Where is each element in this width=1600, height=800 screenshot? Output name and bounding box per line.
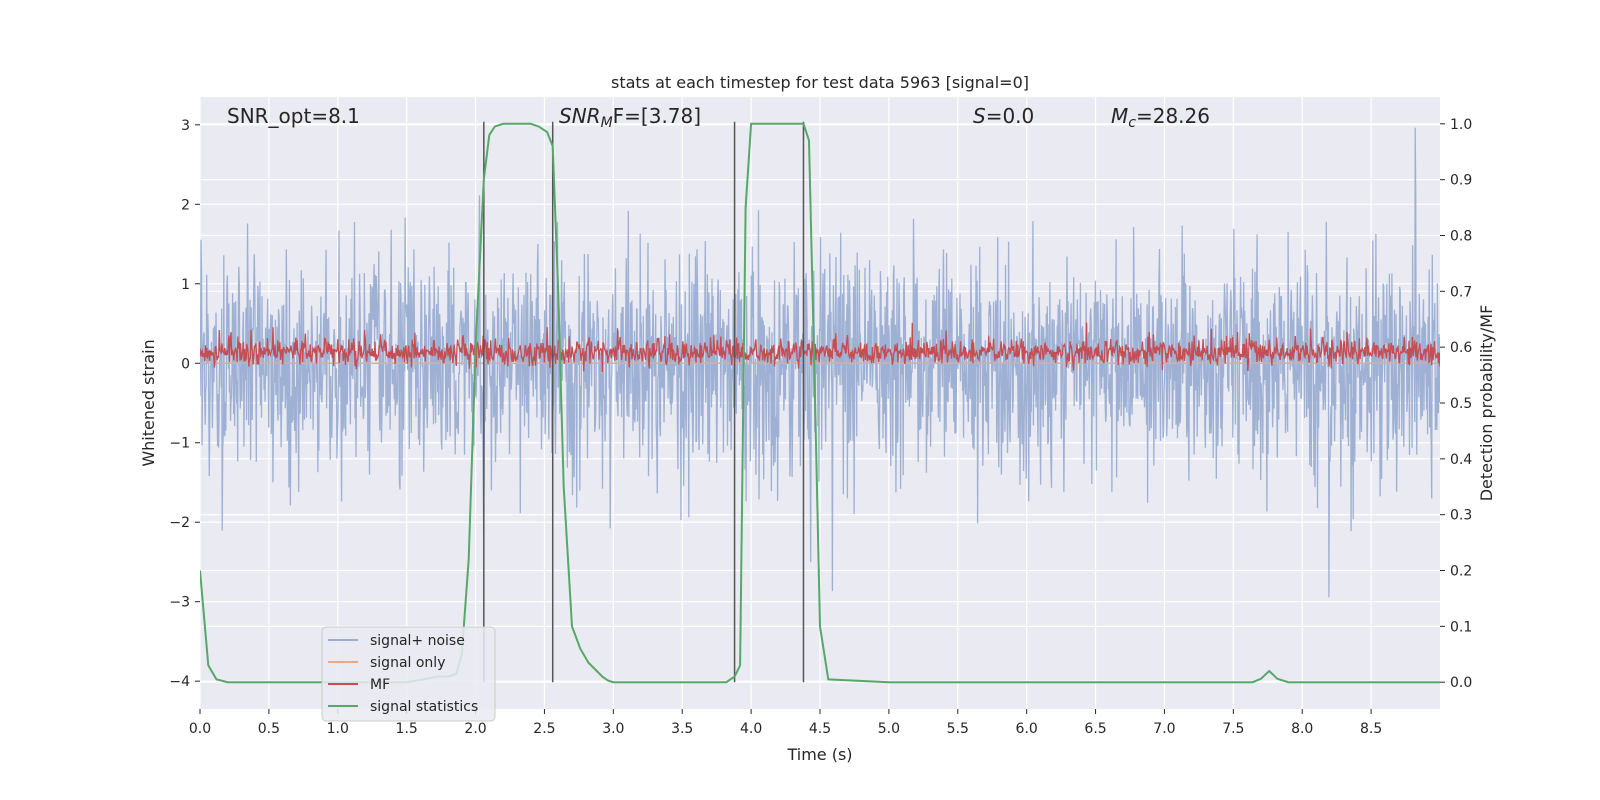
y2-tick-label: 0.1	[1450, 619, 1472, 635]
x-axis-label: Time (s)	[786, 745, 852, 764]
y2-tick-label: 1.0	[1450, 117, 1472, 133]
legend-box	[321, 626, 496, 722]
y-tick-label: −1	[169, 436, 190, 452]
legend-label-signal-noise: signal+ noise	[370, 633, 465, 649]
x-tick-label: 8.5	[1360, 721, 1382, 737]
x-tick-label: 6.0	[1016, 721, 1038, 737]
x-tick-label: 0.0	[189, 721, 211, 737]
y-tick-label: 1	[181, 277, 190, 293]
legend: signal+ noise signal only MF signal stat…	[321, 626, 496, 722]
y2-tick-label: 0.3	[1450, 508, 1472, 524]
y2-axis-label: Detection probability/MF	[1477, 305, 1496, 502]
y2-tick-label: 0.9	[1450, 173, 1472, 189]
y2-tick-label: 0.2	[1450, 564, 1472, 580]
y-axis-label: Whitened strain	[139, 339, 158, 466]
x-tick-label: 3.5	[671, 721, 693, 737]
x-tick-label: 8.0	[1291, 721, 1313, 737]
x-tick-label: 7.5	[1222, 721, 1244, 737]
series-signal-noise-line	[200, 127, 1440, 598]
x-tick-label: 0.5	[258, 721, 280, 737]
legend-label-signal-statistics: signal statistics	[370, 699, 478, 715]
x-tick-label: 2.0	[464, 721, 486, 737]
x-tick-label: 5.0	[878, 721, 900, 737]
y2-tick-label: 0.4	[1450, 452, 1472, 468]
x-tick-label: 4.0	[740, 721, 762, 737]
y2-axis-ticks: 0.0 0.1 0.2 0.3 0.4 0.5 0.6 0.7 0.8 0.9 1.0	[1440, 117, 1472, 691]
legend-label-mf: MF	[370, 677, 390, 693]
annotation-snr-opt: SNR_opt=8.1	[227, 104, 360, 128]
y-tick-label: −2	[169, 515, 190, 531]
x-tick-label: 5.5	[947, 721, 969, 737]
x-tick-label: 1.5	[396, 721, 418, 737]
annotation-mc: Mc=28.26	[1111, 104, 1210, 131]
y2-tick-label: 0.5	[1450, 396, 1472, 412]
y2-tick-label: 0.7	[1450, 284, 1472, 300]
x-tick-label: 2.5	[533, 721, 555, 737]
y2-tick-label: 0.0	[1450, 675, 1472, 691]
series-mf-line	[200, 322, 1440, 373]
x-tick-label: 3.0	[602, 721, 624, 737]
y-tick-label: 2	[181, 197, 190, 213]
y2-tick-label: 0.6	[1450, 340, 1472, 356]
y-tick-label: 0	[181, 356, 190, 372]
x-tick-label: 6.5	[1084, 721, 1106, 737]
y2-tick-label: 0.8	[1450, 228, 1472, 244]
x-tick-label: 4.5	[809, 721, 831, 737]
x-axis-ticks: 0.0 0.5 1.0 1.5 2.0 2.5 3.0 3.5 4.0 4.5 5.0 5.5 6.0 6…	[189, 709, 1382, 737]
x-tick-label: 1.0	[327, 721, 349, 737]
annotation-snr-mf: SNRMF=[3.78]	[559, 104, 701, 131]
y-tick-label: 3	[181, 118, 190, 134]
annotations: SNR_opt=8.1 SNRMF=[3.78] S=0.0 Mc=28.26	[227, 104, 1210, 131]
y-axis-ticks: −4 −3 −2 −1 0 1 2 3	[169, 118, 200, 690]
legend-label-signal-only: signal only	[370, 655, 445, 671]
chart-title: stats at each timestep for test data 596…	[611, 73, 1029, 92]
annotation-s: S=0.0	[973, 104, 1034, 128]
y-tick-label: −4	[169, 674, 190, 690]
y-tick-label: −3	[169, 595, 190, 611]
x-tick-label: 7.0	[1153, 721, 1175, 737]
